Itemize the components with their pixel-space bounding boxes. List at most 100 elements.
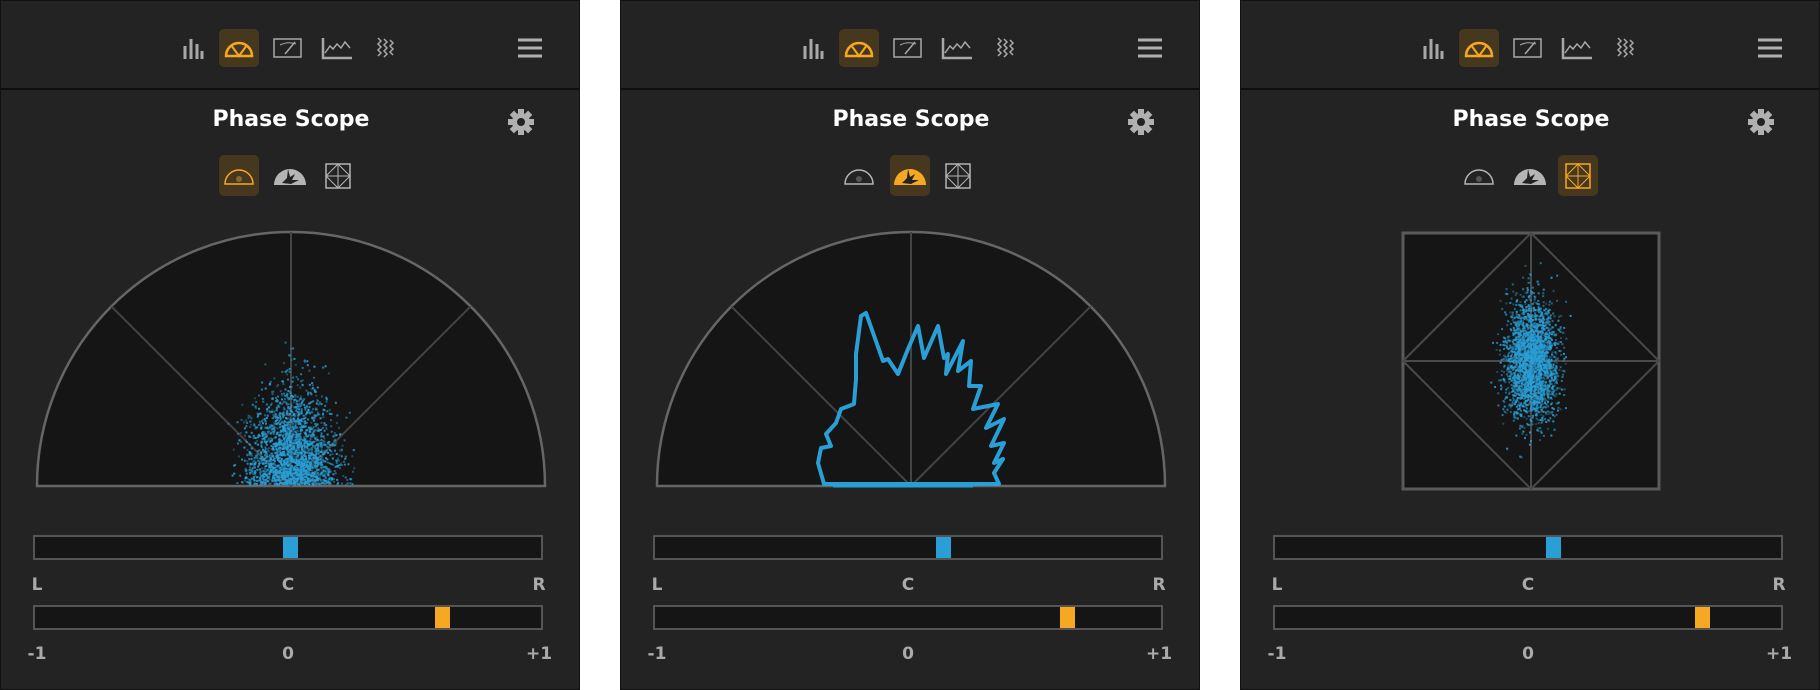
phase-scope-icon[interactable] bbox=[839, 29, 879, 67]
lissajous-icon[interactable] bbox=[1558, 155, 1598, 196]
sample-point bbox=[1517, 335, 1520, 338]
sample-point bbox=[268, 463, 271, 466]
sample-point bbox=[1520, 379, 1523, 382]
sample-point bbox=[1527, 397, 1530, 400]
sample-point bbox=[288, 412, 291, 415]
sample-point bbox=[328, 412, 331, 415]
vu-meter-icon[interactable] bbox=[268, 29, 308, 67]
sample-point bbox=[297, 378, 300, 381]
spectrum-bars-icon[interactable] bbox=[793, 29, 833, 67]
sample-point bbox=[301, 478, 304, 481]
polar-level-icon[interactable] bbox=[1510, 155, 1550, 196]
sample-point bbox=[1516, 338, 1519, 341]
hamburger-menu-icon[interactable] bbox=[1130, 29, 1170, 67]
sample-point bbox=[1535, 391, 1538, 394]
sample-point bbox=[1560, 314, 1563, 317]
phase-scope-icon[interactable] bbox=[219, 29, 259, 67]
sample-point bbox=[276, 471, 279, 474]
sample-point bbox=[256, 412, 259, 415]
sample-point bbox=[248, 435, 251, 438]
sample-point bbox=[300, 452, 303, 455]
sample-point bbox=[1530, 360, 1533, 363]
polar-sample-icon[interactable] bbox=[839, 155, 879, 196]
polar-level-icon[interactable] bbox=[890, 155, 930, 196]
sample-point bbox=[296, 442, 299, 445]
sample-point bbox=[290, 464, 293, 467]
sample-point bbox=[1502, 379, 1505, 382]
loudness-history-icon[interactable] bbox=[1557, 29, 1597, 67]
sample-point bbox=[1520, 316, 1523, 319]
sample-point bbox=[278, 442, 281, 445]
sample-point bbox=[296, 466, 299, 469]
lissajous-icon[interactable] bbox=[318, 155, 358, 196]
sample-point bbox=[1511, 353, 1514, 356]
sample-point bbox=[294, 425, 297, 428]
sample-point bbox=[310, 461, 313, 464]
sample-point bbox=[248, 469, 251, 472]
sample-point bbox=[276, 395, 279, 398]
sample-point bbox=[313, 430, 316, 433]
sample-point bbox=[321, 451, 324, 454]
sample-point bbox=[295, 400, 298, 403]
sample-point bbox=[1546, 342, 1549, 345]
lissajous-icon[interactable] bbox=[938, 155, 978, 196]
sample-point bbox=[260, 427, 263, 430]
sample-point bbox=[1529, 392, 1532, 395]
sample-point bbox=[1538, 360, 1541, 363]
vu-meter-icon[interactable] bbox=[1508, 29, 1548, 67]
spectrogram-icon[interactable] bbox=[365, 29, 405, 67]
polar-level-icon[interactable] bbox=[270, 155, 310, 196]
gear-icon[interactable] bbox=[507, 108, 535, 140]
sample-point bbox=[1545, 302, 1548, 305]
sample-point bbox=[319, 479, 322, 482]
loudness-history-icon[interactable] bbox=[317, 29, 357, 67]
sample-point bbox=[1560, 341, 1563, 344]
sample-point bbox=[1514, 400, 1517, 403]
sample-point bbox=[264, 442, 267, 445]
sample-point bbox=[1517, 390, 1520, 393]
hamburger-menu-icon[interactable] bbox=[1750, 29, 1790, 67]
sample-point bbox=[1517, 350, 1520, 353]
sample-point bbox=[1531, 355, 1534, 358]
sample-point bbox=[282, 411, 285, 414]
sample-point bbox=[1510, 346, 1513, 349]
vu-meter-icon[interactable] bbox=[888, 29, 928, 67]
sample-point bbox=[1522, 341, 1525, 344]
gear-icon[interactable] bbox=[1747, 108, 1775, 140]
sample-point bbox=[285, 462, 288, 465]
sample-point bbox=[304, 408, 307, 411]
sample-point bbox=[309, 435, 312, 438]
sample-point bbox=[339, 467, 342, 470]
spectrum-bars-icon[interactable] bbox=[173, 29, 213, 67]
sample-point bbox=[287, 460, 290, 463]
sample-point bbox=[1542, 387, 1545, 390]
gear-icon[interactable] bbox=[1127, 108, 1155, 140]
sample-point bbox=[1526, 315, 1529, 318]
sample-point bbox=[1563, 357, 1566, 360]
sample-point bbox=[260, 483, 263, 486]
sample-point bbox=[261, 477, 264, 480]
loudness-history-icon[interactable] bbox=[937, 29, 977, 67]
spectrogram-icon[interactable] bbox=[985, 29, 1025, 67]
sample-point bbox=[291, 438, 294, 441]
polar-sample-icon[interactable] bbox=[1459, 155, 1499, 196]
sample-point bbox=[1527, 352, 1530, 355]
sample-point bbox=[340, 462, 343, 465]
sample-point bbox=[303, 403, 306, 406]
phase-scope-icon[interactable] bbox=[1459, 29, 1499, 67]
sample-point bbox=[246, 462, 249, 465]
sample-point bbox=[1523, 395, 1526, 398]
sample-point bbox=[1513, 332, 1516, 335]
sample-point bbox=[253, 471, 256, 474]
hamburger-menu-icon[interactable] bbox=[510, 29, 550, 67]
spectrum-bars-icon[interactable] bbox=[1413, 29, 1453, 67]
sample-point bbox=[283, 424, 286, 427]
sample-point bbox=[318, 413, 321, 416]
polar-sample-icon[interactable] bbox=[219, 155, 259, 196]
spectrogram-icon[interactable] bbox=[1605, 29, 1645, 67]
sample-point bbox=[1530, 405, 1533, 408]
sample-point bbox=[1520, 415, 1523, 418]
sample-point bbox=[278, 426, 281, 429]
sample-point bbox=[1537, 401, 1540, 404]
sample-point bbox=[282, 429, 285, 432]
